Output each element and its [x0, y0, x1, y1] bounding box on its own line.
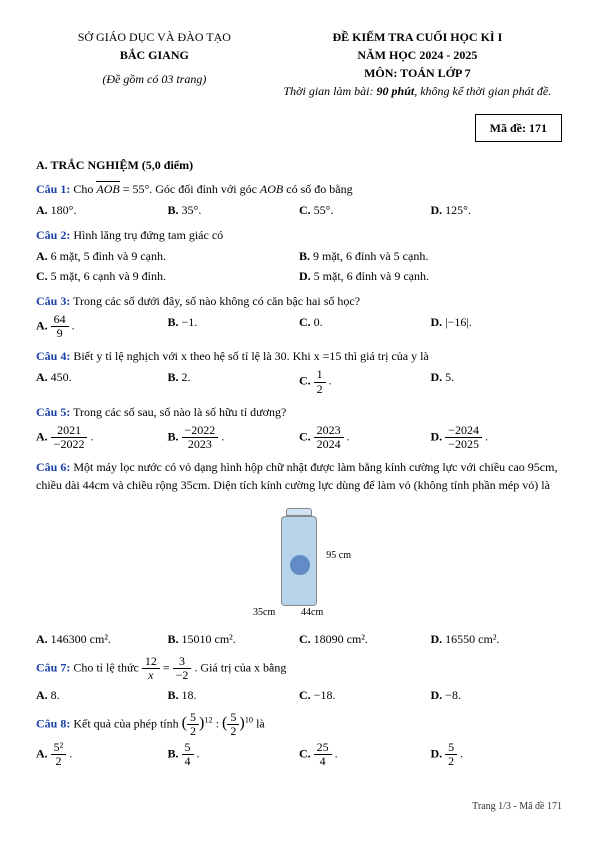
angle-aob-2: AOB	[260, 182, 283, 196]
exam-subject: MÔN: TOÁN LỚP 7	[273, 64, 562, 82]
q8-choices: A. 5²2 . B. 54 . C. 254 . D. 52 .	[36, 740, 562, 769]
q1-label: Câu 1:	[36, 182, 70, 196]
header-left: SỞ GIÁO DỤC VÀ ĐÀO TẠO BẮC GIANG (Đề gồm…	[36, 28, 273, 100]
question-8: Câu 8: Kết quả của phép tính (52)12 : (5…	[36, 711, 562, 738]
q4-choices: A. 450. B. 2. C. 12 . D. 5.	[36, 367, 562, 396]
province: BẮC GIANG	[36, 46, 273, 64]
exam-title: ĐỀ KIỂM TRA CUỐI HỌC KÌ I	[273, 28, 562, 46]
q6-figure: 95 cm 35cm 44cm	[36, 508, 562, 611]
dim-width: 44cm	[301, 605, 323, 620]
header-right: ĐỀ KIỂM TRA CUỐI HỌC KÌ I NĂM HỌC 2024 -…	[273, 28, 562, 100]
question-3: Câu 3: Trong các số dưới đây, số nào khô…	[36, 292, 562, 310]
question-4: Câu 4: Biết y tỉ lệ nghịch với x theo hệ…	[36, 347, 562, 365]
filter-top-icon	[286, 508, 312, 516]
question-7: Câu 7: Cho tỉ lệ thức 12x = 3−2 . Giá tr…	[36, 655, 562, 682]
exam-year: NĂM HỌC 2024 - 2025	[273, 46, 562, 64]
exam-time: Thời gian làm bài: 90 phút, không kể thờ…	[273, 82, 562, 100]
page-header: SỞ GIÁO DỤC VÀ ĐÀO TẠO BẮC GIANG (Đề gồm…	[36, 28, 562, 100]
angle-aob: AOB	[96, 181, 119, 196]
filter-body-icon	[281, 516, 317, 606]
question-1: Câu 1: Cho AOB = 55°. Góc đối đỉnh với g…	[36, 180, 562, 198]
question-5: Câu 5: Trong các số sau, số nào là số hữ…	[36, 403, 562, 421]
q5-choices: A. 2021−2022 . B. −20222023 . C. 2023202…	[36, 423, 562, 452]
question-6: Câu 6: Một máy lọc nước có vỏ dạng hình …	[36, 458, 562, 494]
dim-depth: 35cm	[253, 605, 275, 620]
flower-icon	[290, 555, 310, 575]
q3-choices: A. 649 . B. −1. C. 0. D. |−16|.	[36, 312, 562, 341]
page-count: (Đề gồm có 03 trang)	[36, 70, 273, 88]
org-name: SỞ GIÁO DỤC VÀ ĐÀO TẠO	[36, 28, 273, 46]
q2-choices: A. 6 mặt, 5 đỉnh và 9 cạnh. B. 9 mặt, 6 …	[36, 246, 562, 286]
dim-height: 95 cm	[326, 548, 351, 563]
question-2: Câu 2: Hình lăng trụ đứng tam giác có	[36, 226, 562, 244]
q1-choices: A. 180°. B. 35°. C. 55°. D. 125°.	[36, 200, 562, 220]
page-footer: Trang 1/3 - Mã đề 171	[36, 799, 562, 814]
q7-choices: A. 8. B. 18. C. −18. D. −8.	[36, 685, 562, 705]
exam-code-box: Mã đề: 171	[475, 114, 562, 142]
section-a-title: A. TRẮC NGHIỆM (5,0 điểm)	[36, 156, 562, 174]
q6-choices: A. 146300 cm². B. 15010 cm². C. 18090 cm…	[36, 629, 562, 649]
